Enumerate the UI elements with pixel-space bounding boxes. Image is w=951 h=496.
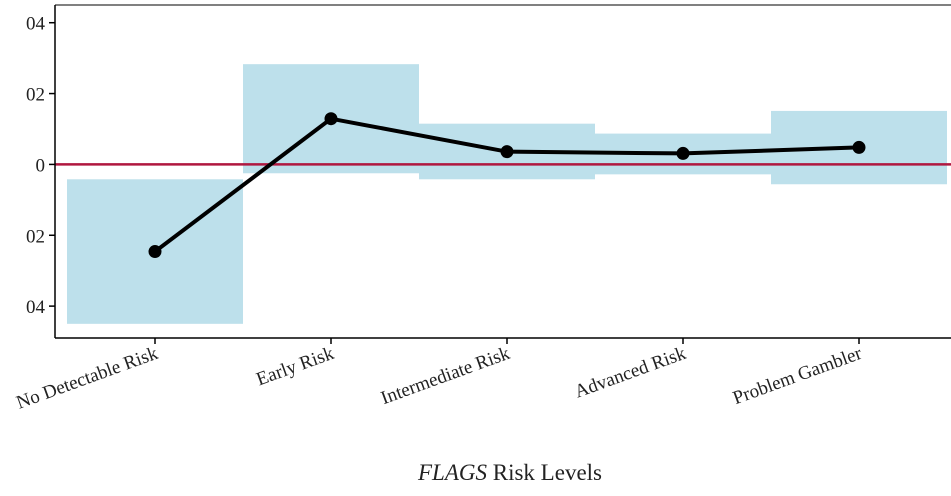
mean-point [324, 112, 338, 126]
x-tick-label: Problem Gambler [730, 343, 865, 409]
x-tick-label: Early Risk [254, 343, 338, 391]
x-axis-title: FLAGS Risk Levels [417, 460, 602, 485]
mean-point [852, 140, 866, 154]
x-tick-label: No Detectable Risk [14, 343, 161, 414]
mean-point [148, 245, 162, 259]
x-axis-title-text: Risk Levels [493, 460, 602, 485]
y-tick-label: 02 [26, 226, 45, 247]
y-tick-label: 04 [26, 297, 46, 318]
y-tick-label: 02 [26, 85, 45, 106]
x-tick-label: Advanced Risk [572, 343, 689, 403]
mean-point [676, 146, 690, 160]
y-tick-label: 0 [36, 155, 46, 176]
x-tick-label: Intermediate Risk [378, 343, 513, 409]
x-axis-title-italic: FLAGS [417, 460, 488, 485]
y-tick-label: 04 [26, 14, 46, 35]
mean-point [500, 145, 514, 159]
